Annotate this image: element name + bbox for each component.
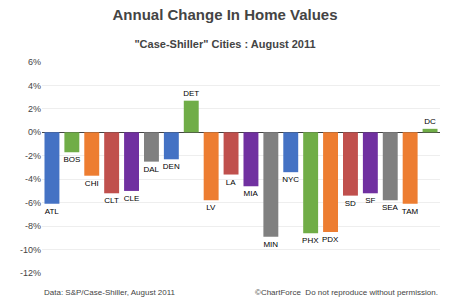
svg-text:DAL: DAL: [143, 165, 159, 174]
svg-text:PHX: PHX: [302, 236, 319, 245]
svg-text:SF: SF: [365, 196, 375, 205]
svg-text:MIN: MIN: [263, 240, 278, 249]
svg-text:4%: 4%: [28, 81, 41, 91]
svg-text:"Case-Shiller" Cities : August: "Case-Shiller" Cities : August 2011: [134, 38, 315, 50]
svg-text:ATL: ATL: [45, 207, 60, 216]
svg-text:Annual Change In Home Values: Annual Change In Home Values: [112, 6, 337, 23]
svg-text:BOS: BOS: [63, 155, 80, 164]
svg-text:Data: S&P/Case-Shiller, August: Data: S&P/Case-Shiller, August 2011: [44, 288, 176, 297]
svg-text:LA: LA: [226, 178, 236, 187]
svg-text:TAM: TAM: [402, 207, 419, 216]
svg-text:0%: 0%: [28, 127, 41, 137]
svg-text:DEN: DEN: [163, 162, 180, 171]
svg-text:6%: 6%: [28, 57, 41, 67]
svg-text:SEA: SEA: [382, 203, 399, 212]
svg-text:-4%: -4%: [25, 174, 41, 184]
svg-text:-10%: -10%: [20, 245, 41, 255]
svg-text:CHI: CHI: [85, 179, 99, 188]
svg-text:-12%: -12%: [20, 268, 41, 278]
svg-text:CLT: CLT: [104, 196, 119, 205]
svg-text:©ChartForce Do not reproduce: ©ChartForce Do not reproduce without per…: [255, 288, 438, 297]
svg-text:CLE: CLE: [124, 194, 140, 203]
svg-text:NYC: NYC: [282, 175, 299, 184]
svg-text:-8%: -8%: [25, 221, 41, 231]
svg-text:DET: DET: [183, 89, 199, 98]
svg-text:-2%: -2%: [25, 151, 41, 161]
svg-text:2%: 2%: [28, 104, 41, 114]
svg-text:LV: LV: [206, 203, 216, 212]
svg-text:MIA: MIA: [244, 189, 259, 198]
svg-text:SD: SD: [345, 199, 356, 208]
svg-text:DC: DC: [424, 117, 436, 126]
svg-text:PDX: PDX: [322, 235, 339, 244]
svg-text:-6%: -6%: [25, 198, 41, 208]
